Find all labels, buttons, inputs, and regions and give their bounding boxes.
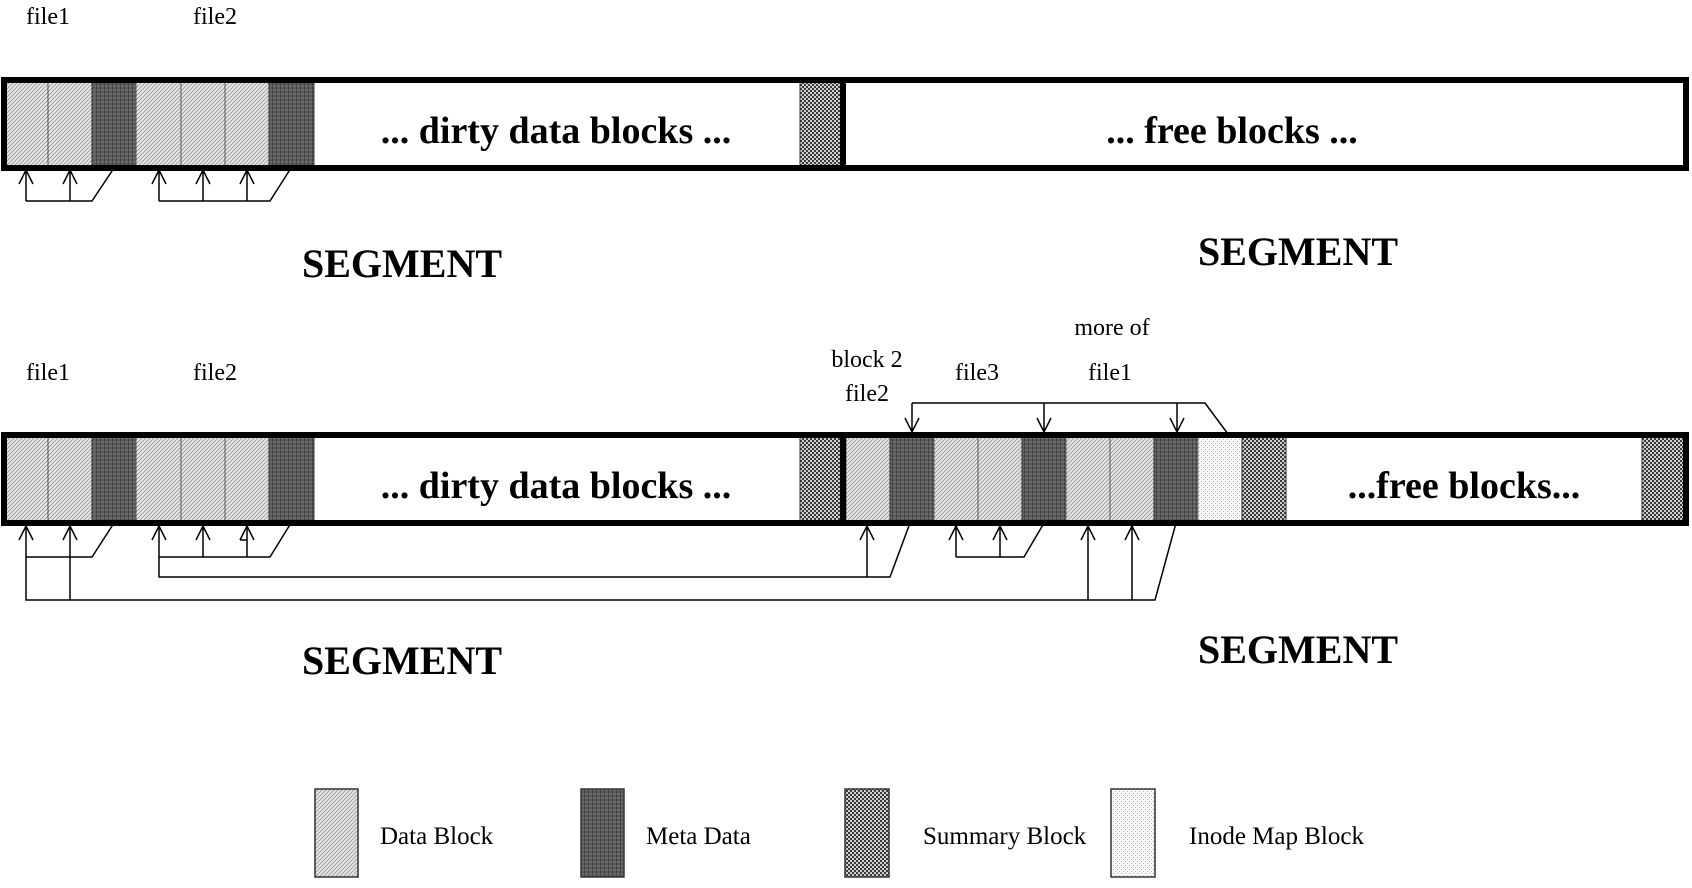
row1-left-segment: ... dirty data blocks ... bbox=[1, 77, 846, 171]
block2-label-line2: file2 bbox=[845, 381, 889, 407]
data-block bbox=[224, 79, 270, 169]
row1-right-segment-outline bbox=[840, 77, 1689, 171]
legend-data-block-label: Data Block bbox=[380, 823, 494, 850]
row2-file2-label: file2 bbox=[193, 360, 237, 386]
summary-block bbox=[799, 434, 844, 524]
row2-right-segment-outline bbox=[840, 432, 1689, 526]
meta-data-block bbox=[1153, 434, 1199, 524]
more-of-label-line2: file1 bbox=[1088, 360, 1132, 386]
meta-data-block bbox=[268, 434, 315, 524]
row1-right-segment: ... free blocks ... bbox=[840, 77, 1689, 171]
file3-label: file3 bbox=[955, 360, 999, 386]
row2-left-segment: ... dirty data blocks ... bbox=[1, 432, 846, 526]
data-block bbox=[180, 79, 226, 169]
row2-segment-left-label: SEGMENT bbox=[302, 638, 502, 683]
meta-data-block bbox=[889, 434, 935, 524]
row1-dirty-data-text: ... dirty data blocks ... bbox=[381, 110, 731, 152]
more-of-label-line1: more of bbox=[1074, 315, 1149, 341]
row2-file1-label: file1 bbox=[26, 360, 70, 386]
block2-label-line1: block 2 bbox=[831, 347, 902, 373]
inode-map-block bbox=[1197, 434, 1243, 524]
data-block bbox=[3, 79, 49, 169]
data-block bbox=[180, 434, 226, 524]
summary-block bbox=[799, 79, 844, 169]
legend-inode-map-label: Inode Map Block bbox=[1189, 823, 1364, 850]
data-block bbox=[1109, 434, 1155, 524]
legend: Data Block Meta Data Summary Block Inode… bbox=[314, 788, 1364, 878]
row2-top-arrows bbox=[904, 402, 1229, 435]
legend-meta-data-label: Meta Data bbox=[646, 823, 751, 850]
row1-free-blocks-text: ... free blocks ... bbox=[1106, 110, 1358, 152]
meta-data-block bbox=[1021, 434, 1067, 524]
row2-dirty-data-text: ... dirty data blocks ... bbox=[381, 465, 731, 507]
row1-file2-label: file2 bbox=[193, 4, 237, 30]
data-block bbox=[47, 434, 93, 524]
legend-data-block-swatch bbox=[314, 788, 359, 878]
row1-segment-left-label: SEGMENT bbox=[302, 241, 502, 286]
legend-summary-block-label: Summary Block bbox=[923, 823, 1087, 850]
row2-segment-right-label: SEGMENT bbox=[1198, 627, 1398, 672]
data-block bbox=[135, 434, 182, 524]
row1-segment-right-label: SEGMENT bbox=[1198, 229, 1398, 274]
row1-pointer-arrows bbox=[18, 167, 292, 202]
legend-summary-block-swatch bbox=[844, 788, 890, 878]
row2-free-blocks-text: ...free blocks... bbox=[1348, 465, 1581, 507]
data-block bbox=[3, 434, 49, 524]
data-block bbox=[977, 434, 1023, 524]
data-block bbox=[224, 434, 270, 524]
meta-data-block bbox=[91, 434, 137, 524]
row1-file1-label: file1 bbox=[26, 4, 70, 30]
row2-pointer-arrows bbox=[18, 522, 1177, 601]
summary-block bbox=[1641, 434, 1687, 524]
data-block bbox=[135, 79, 182, 169]
data-block bbox=[933, 434, 979, 524]
data-block bbox=[47, 79, 93, 169]
data-block bbox=[1065, 434, 1111, 524]
meta-data-block bbox=[268, 79, 315, 169]
row2-right-segment: ...free blocks... bbox=[840, 432, 1689, 526]
summary-block bbox=[1241, 434, 1287, 524]
meta-data-block bbox=[91, 79, 137, 169]
data-block bbox=[845, 434, 891, 524]
legend-inode-map-swatch bbox=[1110, 788, 1156, 878]
legend-meta-data-swatch bbox=[580, 788, 625, 878]
